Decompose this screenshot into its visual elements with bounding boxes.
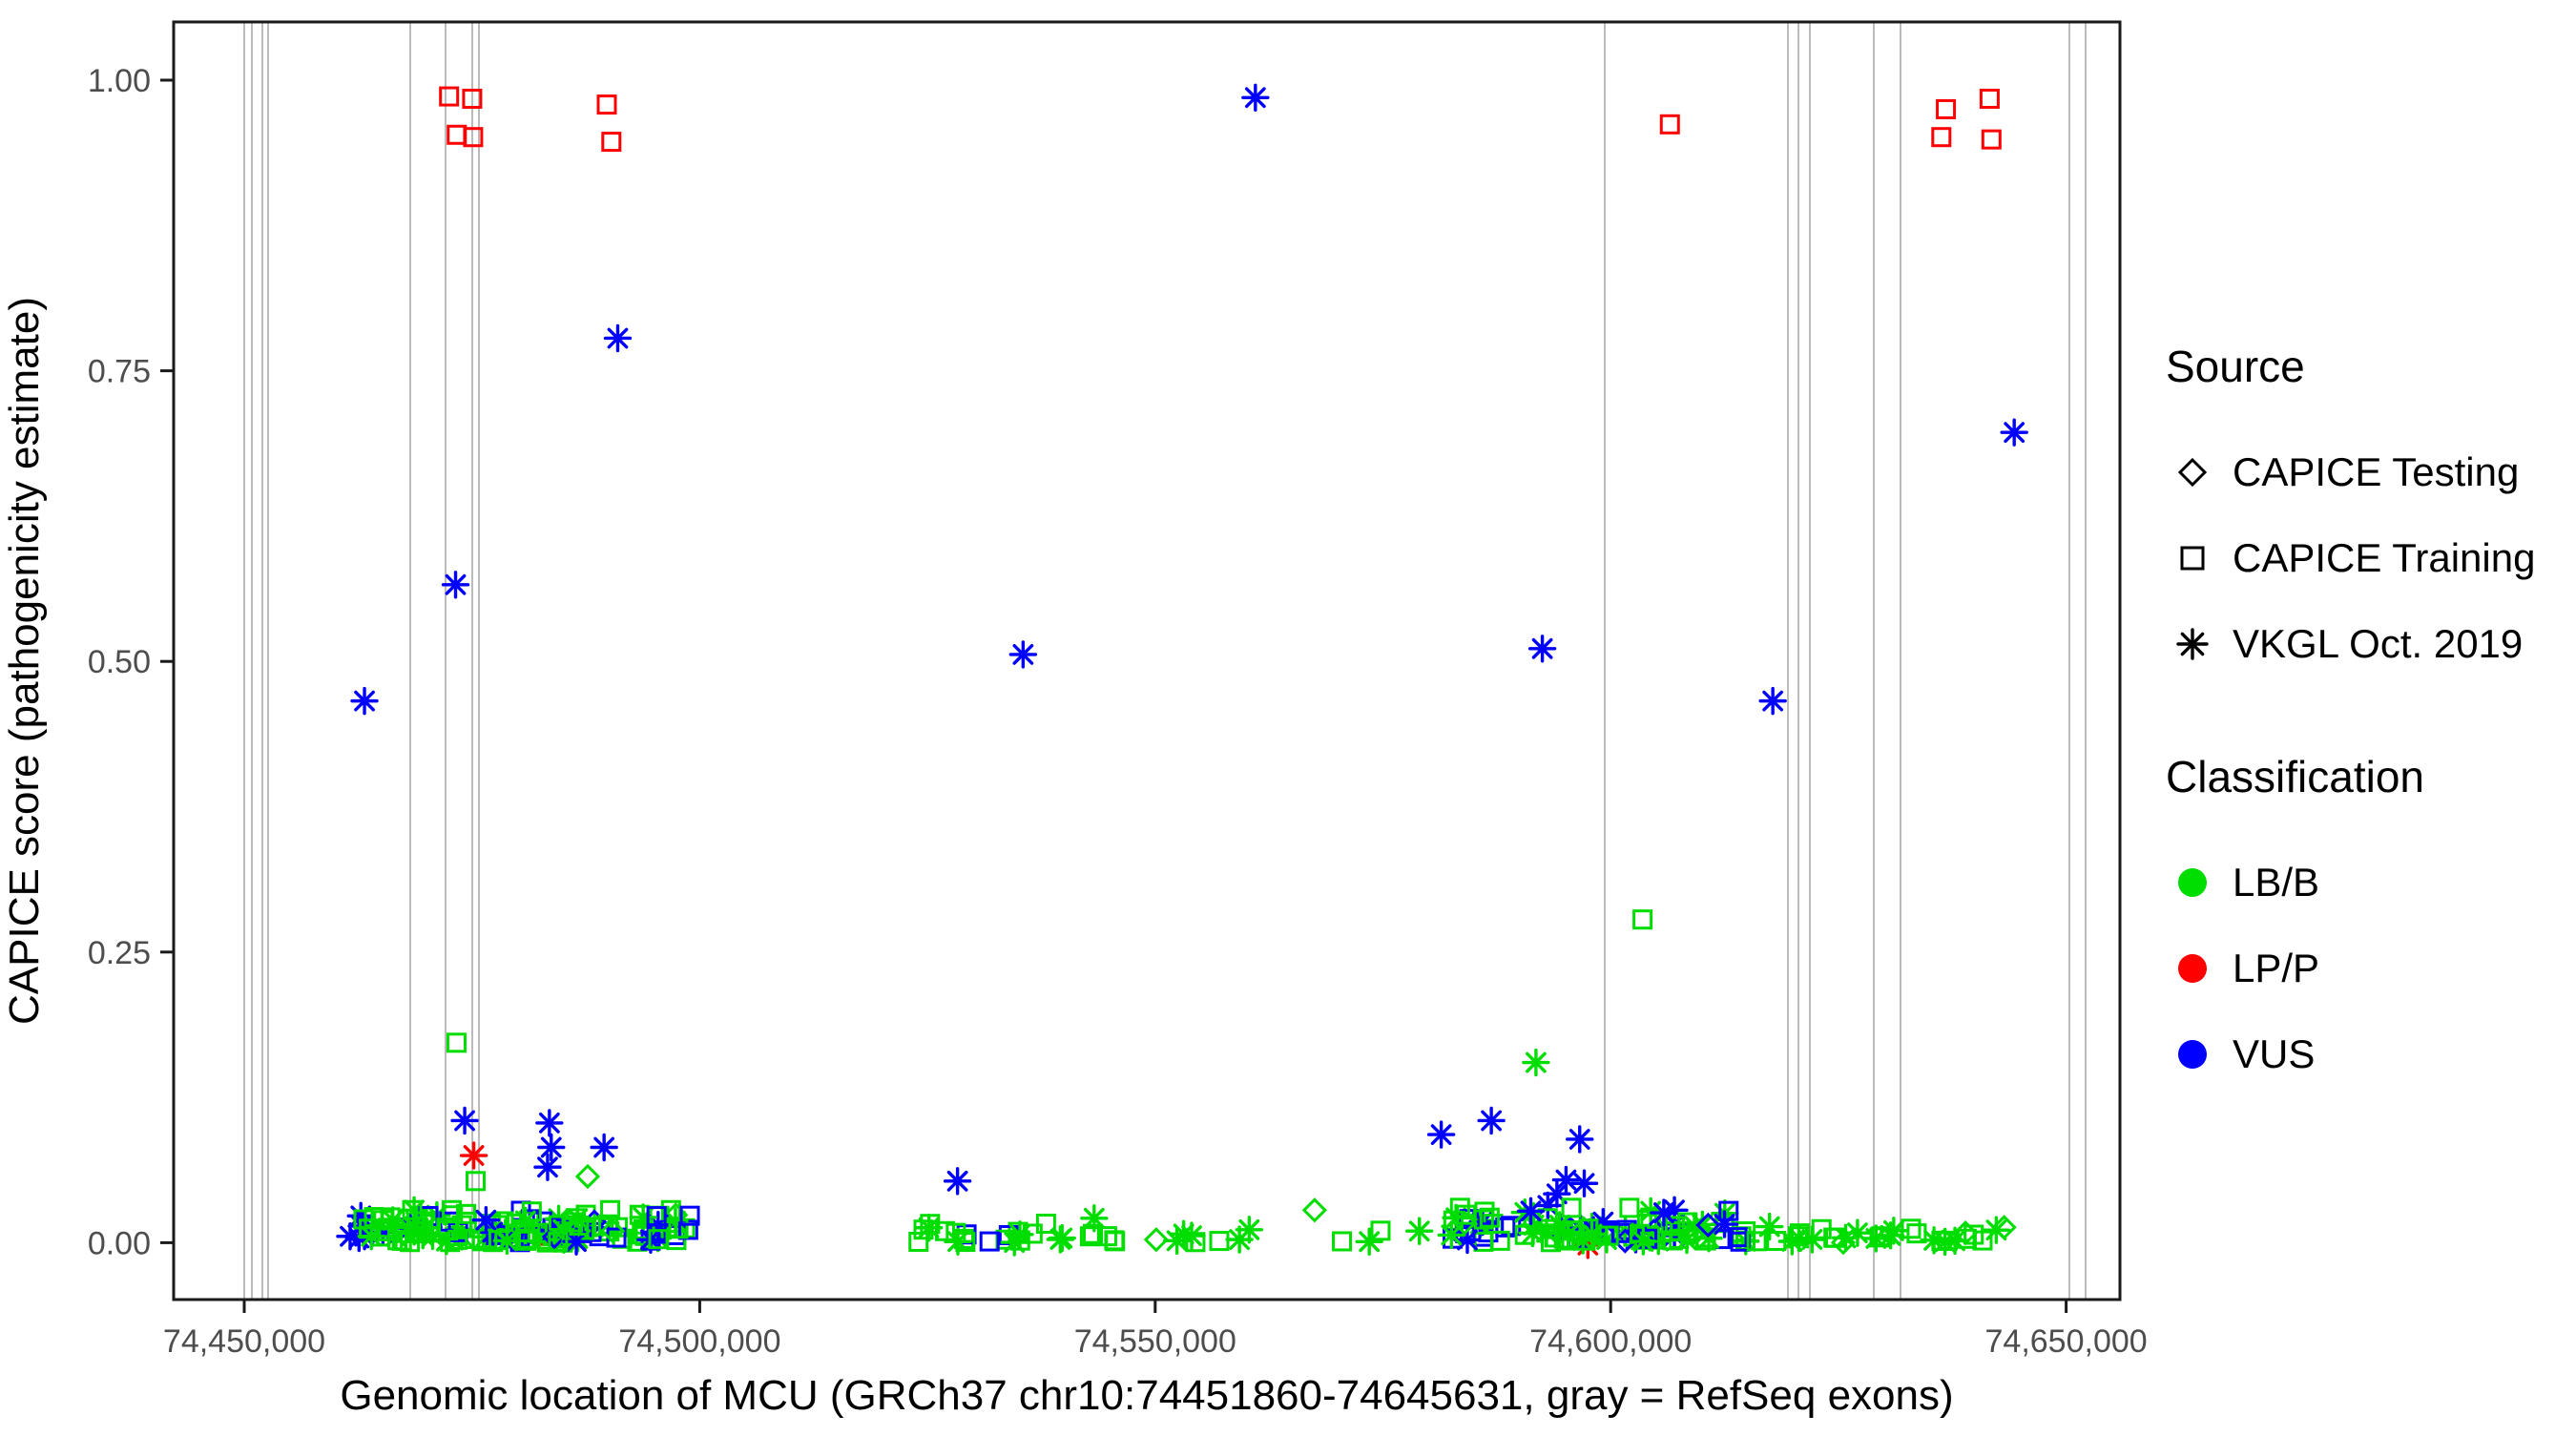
svg-text:Classification: Classification [2166,752,2424,801]
svg-text:0.00: 0.00 [88,1225,151,1261]
svg-text:74,650,000: 74,650,000 [1985,1323,2148,1360]
svg-text:CAPICE Testing: CAPICE Testing [2233,449,2519,494]
svg-text:Source: Source [2166,342,2305,391]
svg-text:CAPICE score (pathogenicity es: CAPICE score (pathogenicity estimate) [1,297,48,1025]
svg-text:0.75: 0.75 [88,354,151,390]
svg-text:1.00: 1.00 [88,63,151,99]
svg-text:0.50: 0.50 [88,644,151,680]
svg-text:CAPICE Training: CAPICE Training [2233,535,2535,580]
svg-text:VKGL Oct. 2019: VKGL Oct. 2019 [2233,621,2523,666]
svg-text:74,500,000: 74,500,000 [618,1323,780,1360]
svg-text:0.25: 0.25 [88,935,151,971]
svg-text:Genomic location of MCU (GRCh3: Genomic location of MCU (GRCh37 chr10:74… [340,1372,1953,1419]
svg-text:74,600,000: 74,600,000 [1529,1323,1692,1360]
svg-text:74,550,000: 74,550,000 [1074,1323,1236,1360]
svg-text:LP/P: LP/P [2233,946,2319,990]
svg-text:74,450,000: 74,450,000 [163,1323,325,1360]
svg-text:VUS: VUS [2233,1031,2315,1076]
svg-text:LB/B: LB/B [2233,860,2319,905]
